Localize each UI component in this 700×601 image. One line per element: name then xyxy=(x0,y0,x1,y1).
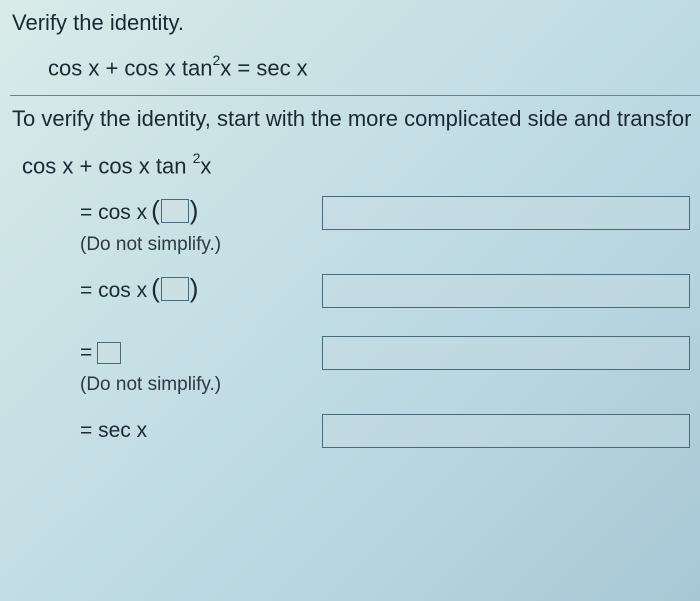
step-1-prefix: = cos x xyxy=(80,201,147,225)
lhs-superscript: 2 xyxy=(193,150,201,166)
eq-part-1: cos x + cos x tan xyxy=(48,55,212,80)
step-2-dropdown[interactable] xyxy=(322,274,690,308)
step-1-blank[interactable] xyxy=(161,199,189,223)
work-area: cos x + cos x tan 2x = cos x () (Do not … xyxy=(10,152,700,447)
step-3-row: = xyxy=(22,336,700,370)
lhs-part-a: cos x + cos x tan xyxy=(22,154,193,179)
step-3-note: (Do not simplify.) xyxy=(22,374,322,396)
identity-equation: cos x + cos x tan2x = sec x xyxy=(10,54,700,81)
step-3-prefix: = xyxy=(80,341,92,365)
page-title: Verify the identity. xyxy=(10,10,700,36)
eq-part-2: x = sec x xyxy=(220,55,307,80)
step-4-dropdown[interactable] xyxy=(322,414,690,448)
lhs-part-b: x xyxy=(200,154,211,179)
step-2-paren: () xyxy=(151,273,198,304)
lhs-expression: cos x + cos x tan 2x xyxy=(22,152,700,179)
step-3-expression: = xyxy=(22,341,322,365)
step-4-text: = sec x xyxy=(80,419,147,443)
step-1-expression: = cos x () xyxy=(22,197,322,228)
step-2-row: = cos x () xyxy=(22,274,700,308)
step-1-dropdown[interactable] xyxy=(322,196,690,230)
step-4-row: = sec x xyxy=(22,414,700,448)
step-4-expression: = sec x xyxy=(22,419,322,443)
step-3-dropdown[interactable] xyxy=(322,336,690,370)
instruction-text: To verify the identity, start with the m… xyxy=(10,106,700,132)
eq-superscript: 2 xyxy=(212,52,220,68)
step-2-expression: = cos x () xyxy=(22,275,322,306)
step-2-blank[interactable] xyxy=(161,277,189,301)
divider xyxy=(10,95,700,96)
step-2-prefix: = cos x xyxy=(80,279,147,303)
step-1-note: (Do not simplify.) xyxy=(22,234,322,256)
step-3-blank[interactable] xyxy=(97,342,121,364)
step-1-paren: () xyxy=(151,195,198,226)
step-1-row: = cos x () xyxy=(22,196,700,230)
